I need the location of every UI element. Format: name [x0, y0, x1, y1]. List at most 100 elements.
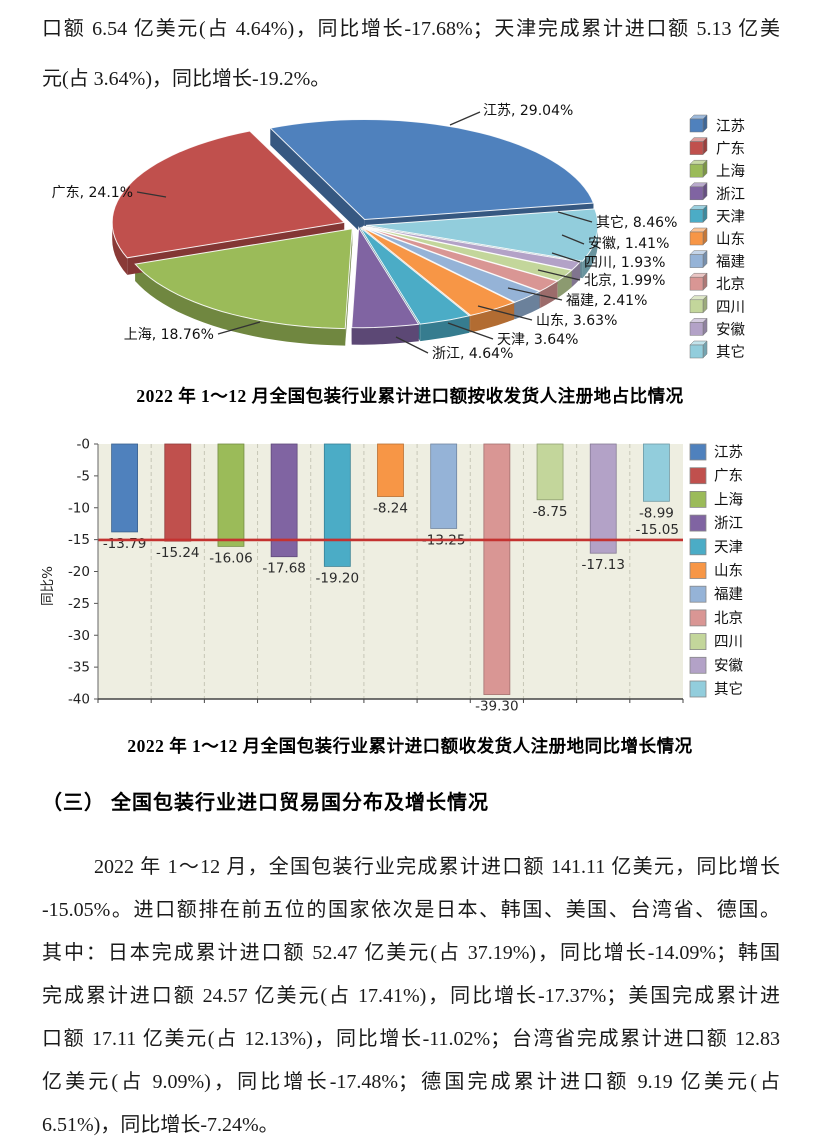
legend-cube-front: [689, 254, 704, 268]
text-line: -15.05%。进口额排在前五位的国家依次是日本、韩国、美国、台湾省、德国。: [42, 899, 780, 921]
bar-1: [164, 443, 192, 542]
pie-slice-outer-wall: [470, 302, 515, 333]
legend-label: 浙江: [714, 515, 743, 532]
pie-chart: 江苏, 29.04%广东, 24.1%上海, 18.76%浙江, 4.64%天津…: [52, 103, 746, 362]
section-heading: （三） 全国包装行业进口贸易国分布及增长情况: [42, 792, 489, 814]
text-line: 口额 17.11 亿美元(占 12.13%)，同比增长-11.02%；台湾省完成…: [42, 1028, 780, 1050]
legend-label: 福建: [714, 586, 743, 603]
pie-chart-title: 2022 年 1～12 月全国包装行业累计进口额按收发货人注册地占比情况: [136, 386, 684, 406]
bar-data-label: -15.24: [156, 545, 200, 561]
pie-slice-3: [351, 226, 420, 329]
legend-label: 四川: [716, 300, 745, 316]
bar-10: [643, 443, 670, 502]
bar-5: [377, 443, 404, 497]
text-line: 亿美元(占 9.09%)，同比增长-17.48%；德国完成累计进口额 9.19 …: [42, 1071, 780, 1093]
text-line: 其中：日本完成累计进口额 52.47 亿美元(占 37.19%)，同比增长-14…: [42, 942, 780, 964]
pie-slice-4: [359, 227, 471, 325]
bar-chart-title: 2022 年 1～12 月全国包装行业累计进口额收发货人注册地同比增长情况: [127, 736, 693, 756]
legend-label: 天津: [716, 208, 745, 225]
pie-data-label: 天津, 3.64%: [497, 332, 578, 348]
pie-data-label: 广东, 24.1%: [52, 185, 133, 201]
legend-swatch: [689, 585, 707, 603]
pie-label-leader-line: [477, 305, 533, 321]
legend-label: 北京: [716, 276, 745, 293]
legend-swatch: [689, 467, 707, 485]
pie-slice-outer-wall: [582, 225, 598, 279]
legend-label: 安徽: [714, 657, 743, 674]
legend-cube-front: [689, 209, 704, 223]
legend-swatch: [689, 633, 707, 651]
legend-cube-front: [689, 231, 704, 246]
pie-slice-1: [111, 130, 346, 259]
legend-label: 江苏: [716, 118, 745, 135]
pie-label-leader-line: [561, 234, 585, 245]
legend-label: 上海: [716, 163, 745, 180]
legend-label: 北京: [714, 610, 743, 627]
bar-8: [536, 443, 564, 501]
y-tick-label: -30: [68, 628, 90, 644]
pie-label-leader-line: [507, 287, 563, 301]
pie-data-label: 上海, 18.76%: [124, 327, 214, 343]
pie-label-leader-line: [537, 269, 581, 281]
legend-swatch: [689, 609, 707, 627]
legend-label: 其它: [716, 343, 745, 361]
pie-slice-outer-wall: [540, 281, 558, 309]
bar-7: [483, 443, 511, 695]
pie-data-label: 山东, 3.63%: [536, 313, 617, 329]
pie-label-leader-line: [136, 191, 167, 198]
legend-label: 四川: [714, 635, 743, 651]
legend-swatch: [689, 680, 707, 698]
pie-data-label: 北京, 1.99%: [584, 273, 665, 289]
pie-data-label: 浙江, 4.64%: [432, 346, 513, 362]
legend-cube-front: [689, 322, 704, 336]
legend-swatch: [689, 538, 707, 556]
legend-swatch: [689, 514, 707, 532]
y-tick-label: -35: [68, 660, 90, 676]
pie-slice-side-wall: [270, 128, 365, 237]
legend-cube-front: [689, 141, 704, 155]
pie-data-label: 安徽, 1.41%: [588, 236, 669, 252]
bar-4: [323, 443, 351, 567]
y-tick-label: -0: [77, 437, 90, 453]
legend-cube-front: [689, 276, 704, 291]
legend-cube-front: [689, 163, 704, 178]
bar-0: [111, 443, 138, 533]
legend-cube-front: [689, 118, 704, 133]
legend-swatch: [689, 562, 707, 579]
text-line: 6.51%)，同比增长-7.24%。: [42, 1114, 279, 1136]
y-tick-label: -20: [68, 564, 90, 580]
pie-data-label: 四川, 1.93%: [584, 255, 665, 271]
pie-slice-10: [365, 208, 599, 262]
pie-slice-outer-wall: [420, 315, 470, 342]
bar-chart: -0 -5 -10 -15 -20 -25 -30 -35 -40 同比% -13.79 -15.24…: [40, 437, 743, 715]
bar-data-label: -19.20: [316, 570, 360, 586]
bar-3: [270, 443, 298, 558]
pie-label-leader-line: [217, 321, 261, 335]
pie-label-leader-line: [551, 252, 581, 263]
pie-tops: [111, 118, 599, 330]
bar-data-label: -8.75: [533, 504, 568, 520]
legend-cube-front: [689, 344, 704, 359]
legend-label: 福建: [716, 254, 745, 271]
pie-label-leader-line: [449, 111, 481, 126]
pie-slice-0: [269, 118, 595, 221]
pie-label-leader-line: [395, 336, 429, 354]
y-axis-title: 同比%: [40, 566, 56, 606]
text-line: 口额 6.54 亿美元(占 4.64%)，同比增长-17.68%；天津完成累计进…: [42, 18, 780, 40]
legend-swatch: [689, 443, 707, 461]
pie-data-label: 其它, 8.46%: [596, 214, 677, 231]
legend-swatch: [689, 491, 707, 508]
pie-slice-6: [362, 226, 541, 303]
legend-label: 山东: [714, 563, 743, 580]
y-tick-label: -15: [68, 532, 90, 548]
bar-2: [217, 443, 245, 547]
pie-data-label: 福建, 2.41%: [566, 293, 647, 309]
legend-label: 广东: [714, 468, 743, 485]
y-tick-label: -5: [77, 468, 90, 484]
legend-label: 山东: [716, 231, 745, 248]
pie-label-leader-line: [557, 211, 593, 223]
pie-label-leader-line: [447, 322, 494, 340]
text-line: 元(占 3.64%)，同比增长-19.2%。: [42, 68, 331, 90]
